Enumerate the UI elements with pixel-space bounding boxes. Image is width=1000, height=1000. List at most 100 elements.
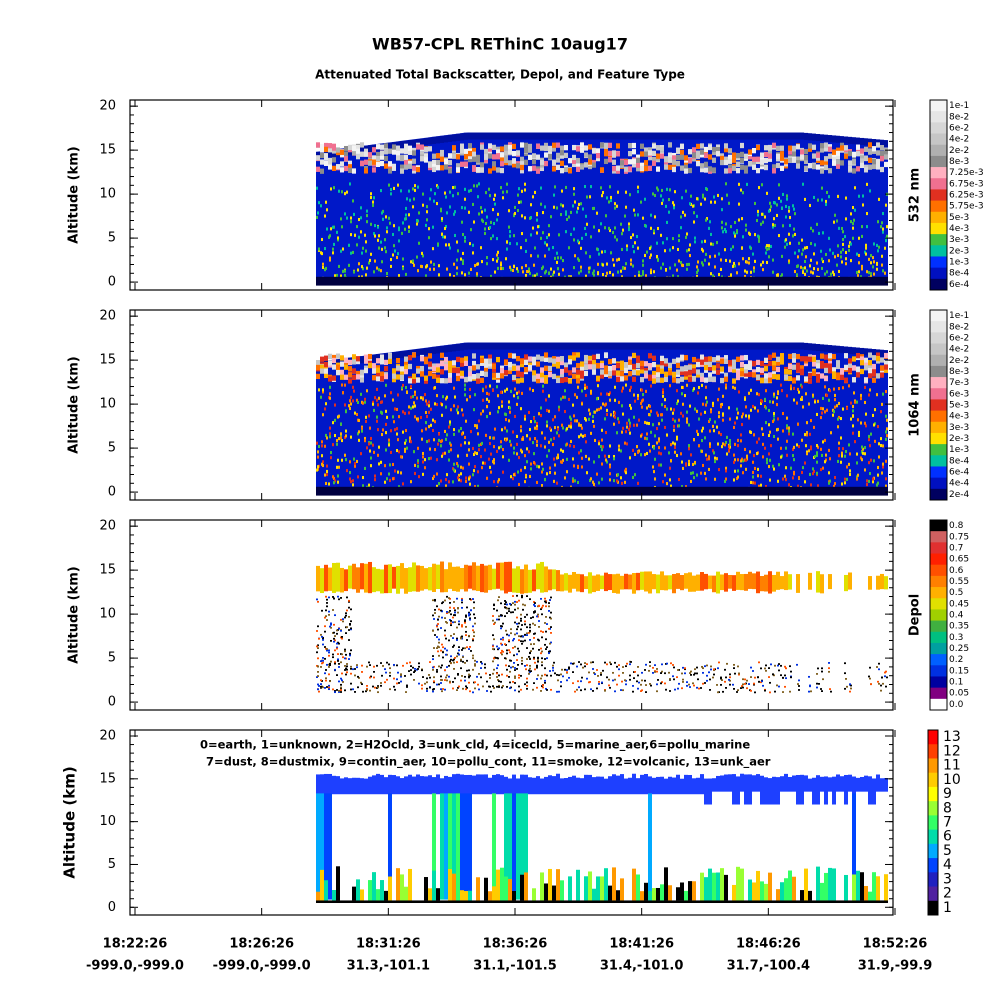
curtain-pixel xyxy=(592,369,596,375)
curtain-pixel xyxy=(324,372,328,379)
curtain-pixel xyxy=(720,258,722,262)
curtain-pixel xyxy=(528,147,532,153)
curtain-pixel xyxy=(840,136,844,144)
curtain-pixel xyxy=(417,460,419,465)
curtain-pixel xyxy=(638,274,640,278)
curtain-pixel xyxy=(872,163,876,170)
curtain-pixel xyxy=(509,406,511,410)
curtain-pixel xyxy=(486,215,488,219)
curtain-pixel xyxy=(732,342,736,350)
curtain-pixel xyxy=(777,391,779,396)
curtain-pixel xyxy=(326,686,328,688)
curtain-pixel xyxy=(324,247,326,251)
curtain-pixel xyxy=(757,467,759,471)
curtain-pixel xyxy=(316,364,320,371)
curtain-pixel xyxy=(740,342,744,350)
curtain-pixel xyxy=(573,227,575,231)
curtain-pixel xyxy=(333,637,335,640)
curtain-pixel xyxy=(842,238,844,242)
curtain-pixel xyxy=(516,163,520,169)
curtain-pixel xyxy=(425,274,427,278)
curtain-pixel xyxy=(841,454,843,458)
curtain-pixel xyxy=(792,486,796,496)
title: WB57-CPL REThinC 10aug17 xyxy=(372,35,628,54)
curtain-pixel xyxy=(669,466,671,470)
curtain-pixel xyxy=(348,565,352,589)
curtain-pixel xyxy=(509,410,511,414)
curtain-pixel xyxy=(832,276,836,286)
curtain-pixel xyxy=(464,360,468,366)
curtain-pixel xyxy=(688,373,692,379)
curtain-pixel xyxy=(648,363,652,369)
curtain-pixel xyxy=(316,373,320,380)
curtain-pixel xyxy=(840,255,842,259)
curtain-pixel xyxy=(366,266,368,270)
curtain-pixel xyxy=(476,373,480,379)
curtain-pixel xyxy=(714,254,716,258)
curtain-pixel xyxy=(336,642,338,645)
curtain-pixel xyxy=(468,368,472,374)
curtain-pixel xyxy=(705,218,707,222)
curtain-pixel xyxy=(550,438,552,442)
curtain-pixel xyxy=(521,189,523,193)
curtain-pixel xyxy=(440,649,442,652)
curtain-pixel xyxy=(704,436,706,440)
curtain-pixel xyxy=(684,371,688,377)
curtain-pixel xyxy=(634,275,636,279)
curtain-pixel xyxy=(474,424,476,428)
curtain-pixel xyxy=(772,360,776,367)
curtain-pixel xyxy=(704,364,708,371)
curtain-pixel xyxy=(340,486,344,496)
curtain-pixel xyxy=(617,473,619,477)
curtain-pixel xyxy=(628,276,632,286)
curtain-pixel xyxy=(348,263,350,267)
curtain-pixel xyxy=(672,342,676,350)
curtain-pixel xyxy=(836,486,840,496)
curtain-pixel xyxy=(605,275,607,279)
curtain-pixel xyxy=(720,405,722,409)
curtain-pixel xyxy=(350,608,352,611)
curtain-pixel xyxy=(338,642,340,645)
curtain-pixel xyxy=(520,407,522,411)
curtain-pixel xyxy=(788,363,792,370)
curtain-pixel xyxy=(768,144,772,151)
curtain-pixel xyxy=(696,265,698,269)
curtain-pixel xyxy=(772,486,776,496)
curtain-pixel xyxy=(574,393,576,397)
curtain-pixel xyxy=(414,188,416,192)
curtain-pixel xyxy=(496,154,500,160)
curtain-pixel xyxy=(761,183,763,187)
curtain-pixel xyxy=(416,396,418,400)
curtain-pixel xyxy=(816,453,818,457)
curtain-pixel xyxy=(676,435,678,439)
curtain-pixel xyxy=(601,194,603,198)
curtain-pixel xyxy=(470,267,472,272)
curtain-pixel xyxy=(482,389,484,393)
curtain-pixel xyxy=(780,455,782,459)
curtain-pixel xyxy=(572,373,576,379)
curtain-pixel xyxy=(850,417,852,421)
curtain-pixel xyxy=(712,274,714,278)
curtain-pixel xyxy=(320,633,322,636)
curtain-pixel xyxy=(616,276,620,286)
curtain-pixel xyxy=(632,369,636,376)
curtain-pixel xyxy=(641,405,643,409)
curtain-pixel xyxy=(440,276,444,286)
curtain-pixel xyxy=(396,664,398,667)
curtain-pixel xyxy=(817,484,819,488)
curtain-pixel xyxy=(588,417,590,421)
curtain-pixel xyxy=(752,148,756,154)
curtain-pixel xyxy=(485,385,487,389)
curtain-pixel xyxy=(413,671,415,674)
curtain-pixel xyxy=(322,659,324,662)
curtain-pixel xyxy=(410,260,412,264)
curtain-pixel xyxy=(756,392,758,396)
curtain-pixel xyxy=(668,132,672,140)
curtain-pixel xyxy=(432,599,434,602)
curtain-pixel xyxy=(704,258,706,262)
curtain-pixel xyxy=(352,250,354,254)
curtain-pixel xyxy=(484,276,488,286)
curtain-pixel xyxy=(550,428,552,432)
curtain-pixel xyxy=(548,365,552,372)
curtain-pixel xyxy=(476,167,480,173)
